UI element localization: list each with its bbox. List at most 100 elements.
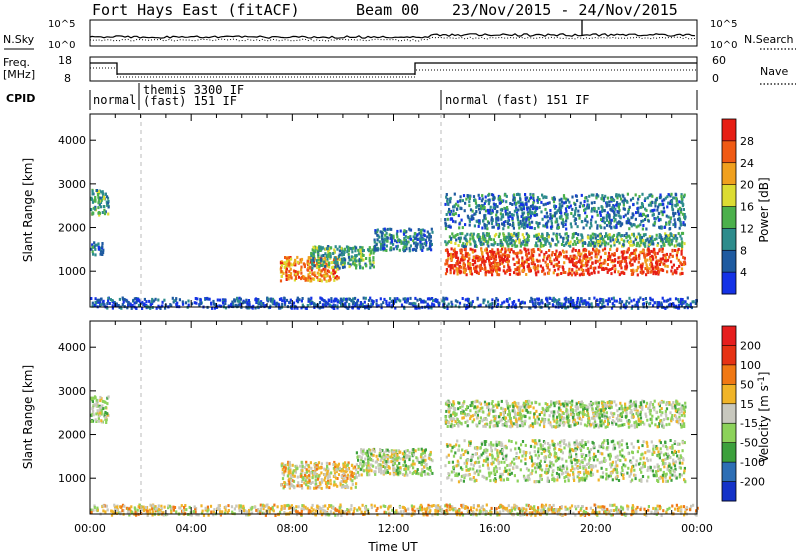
power-data-cell bbox=[423, 242, 426, 246]
velocity-data-cell bbox=[90, 420, 93, 423]
power-data-cell bbox=[357, 259, 360, 263]
power-data-cell bbox=[359, 248, 362, 252]
power-data-cell bbox=[648, 243, 651, 246]
velocity-data-cell bbox=[379, 450, 383, 453]
power-data-cell bbox=[625, 221, 628, 224]
velocity-data-cell bbox=[678, 473, 681, 477]
power-data-cell bbox=[577, 209, 580, 213]
power-data-cell bbox=[647, 203, 651, 207]
power-data-cell bbox=[683, 306, 686, 310]
power-data-cell bbox=[472, 256, 476, 260]
velocity-data-cell bbox=[333, 460, 336, 464]
power-data-cell bbox=[101, 242, 104, 245]
power-data-cell bbox=[330, 271, 333, 275]
power-data-cell bbox=[526, 207, 529, 211]
power-data-cell bbox=[369, 296, 372, 300]
power-data-cell bbox=[572, 304, 575, 308]
power-data-cell bbox=[510, 239, 513, 243]
power-data-cell bbox=[662, 253, 665, 257]
power-data-cell bbox=[428, 238, 431, 242]
power-data-cell bbox=[371, 301, 374, 305]
power-data-cell bbox=[294, 270, 297, 274]
power-data-cell bbox=[356, 298, 360, 302]
power-data-cell bbox=[531, 203, 534, 207]
power-data-cell bbox=[316, 275, 319, 279]
velocity-data-cell bbox=[393, 454, 396, 458]
power-data-cell bbox=[536, 196, 540, 200]
y-tick-label: 1000 bbox=[58, 265, 86, 278]
power-data-cell bbox=[605, 267, 608, 271]
power-data-cell bbox=[306, 261, 309, 265]
power-data-cell bbox=[428, 247, 431, 251]
power-data-cell bbox=[579, 254, 582, 258]
power-data-cell bbox=[339, 301, 342, 304]
velocity-data-cell bbox=[102, 407, 105, 411]
power-data-cell bbox=[564, 271, 567, 274]
power-data-cell bbox=[495, 297, 498, 300]
power-data-cell bbox=[394, 306, 397, 310]
power-data-cell bbox=[674, 211, 677, 215]
velocity-data-cell bbox=[381, 449, 384, 453]
power-data-cell bbox=[359, 250, 362, 254]
velocity-data-cell bbox=[383, 458, 386, 462]
power-data-cell bbox=[564, 300, 567, 304]
power-data-cell bbox=[578, 303, 581, 307]
power-data-cell bbox=[499, 212, 502, 216]
power-data-cell bbox=[540, 200, 543, 204]
power-data-cell bbox=[320, 297, 323, 301]
power-data-cell bbox=[573, 232, 576, 236]
power-data-cell bbox=[310, 258, 313, 262]
power-data-cell bbox=[586, 203, 589, 207]
power-data-cell bbox=[679, 261, 682, 265]
power-data-cell bbox=[537, 232, 540, 236]
power-data-cell bbox=[540, 300, 543, 304]
power-data-cell bbox=[626, 192, 629, 196]
power-data-cell bbox=[507, 265, 510, 269]
power-data-cell bbox=[485, 257, 488, 260]
power-data-cell bbox=[629, 253, 632, 257]
power-data-cell bbox=[296, 255, 299, 259]
power-data-cell bbox=[354, 249, 357, 253]
velocity-data-cell bbox=[411, 462, 414, 466]
power-data-cell bbox=[495, 270, 499, 274]
power-data-cell bbox=[368, 256, 371, 260]
power-data-cell bbox=[614, 264, 617, 268]
power-data-cell bbox=[273, 302, 277, 306]
power-data-cell bbox=[621, 300, 624, 304]
power-data-cell bbox=[651, 254, 654, 258]
power-data-cell bbox=[488, 259, 491, 263]
power-data-cell bbox=[532, 248, 535, 251]
power-data-cell bbox=[523, 223, 526, 226]
power-data-cell bbox=[461, 232, 464, 236]
power-data-cell bbox=[478, 211, 481, 215]
power-data-cell bbox=[526, 211, 529, 215]
power-data-cell bbox=[666, 195, 669, 199]
power-data-cell bbox=[671, 254, 674, 258]
power-data-cell bbox=[494, 299, 497, 303]
power-data-cell bbox=[306, 304, 309, 307]
power-data-cell bbox=[508, 242, 512, 246]
power-data-cell bbox=[462, 256, 465, 260]
power-data-cell bbox=[529, 192, 532, 196]
power-data-cell bbox=[542, 244, 545, 247]
power-data-cell bbox=[614, 238, 617, 242]
power-data-cell bbox=[629, 198, 633, 202]
power-data-cell bbox=[347, 249, 351, 253]
velocity-data-cell bbox=[379, 463, 382, 467]
power-data-cell bbox=[307, 297, 310, 301]
power-data-cell bbox=[421, 249, 424, 252]
power-data-cell bbox=[442, 300, 446, 304]
power-data-cell bbox=[368, 246, 371, 250]
power-data-cell bbox=[218, 298, 222, 302]
power-data-cell bbox=[231, 300, 234, 304]
power-data-cell bbox=[682, 208, 685, 211]
power-data-cell bbox=[664, 253, 667, 257]
power-data-cell bbox=[392, 236, 395, 240]
velocity-data-cell bbox=[342, 462, 345, 466]
power-data-cell bbox=[568, 269, 571, 273]
cpid-label: CPID bbox=[6, 92, 35, 105]
velocity-data-layer bbox=[90, 395, 699, 517]
power-data-cell bbox=[522, 266, 525, 270]
power-data-cell bbox=[522, 207, 526, 211]
power-data-cell bbox=[107, 199, 110, 203]
